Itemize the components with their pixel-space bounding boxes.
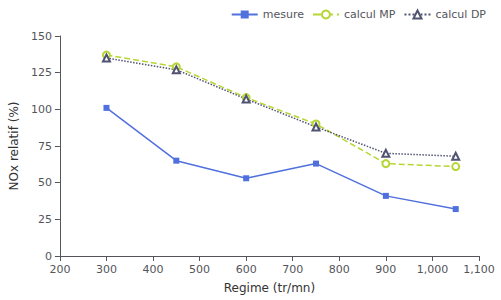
svg-text:800: 800 xyxy=(329,263,350,276)
svg-text:500: 500 xyxy=(189,263,210,276)
svg-text:Regime (tr/mn): Regime (tr/mn) xyxy=(224,281,315,295)
svg-text:1,100: 1,100 xyxy=(463,263,495,276)
svg-text:50: 50 xyxy=(38,176,52,189)
svg-text:75: 75 xyxy=(38,140,52,153)
svg-text:mesure: mesure xyxy=(263,8,304,21)
svg-text:calcul DP: calcul DP xyxy=(435,8,486,21)
svg-text:300: 300 xyxy=(96,263,117,276)
svg-text:100: 100 xyxy=(31,103,52,116)
svg-text:NOx relatif (%): NOx relatif (%) xyxy=(7,102,21,191)
svg-text:150: 150 xyxy=(31,30,52,43)
svg-text:125: 125 xyxy=(31,66,52,79)
svg-text:900: 900 xyxy=(375,263,396,276)
svg-text:400: 400 xyxy=(143,263,164,276)
svg-text:calcul MP: calcul MP xyxy=(344,8,396,21)
svg-text:600: 600 xyxy=(236,263,257,276)
svg-text:700: 700 xyxy=(282,263,303,276)
svg-text:0: 0 xyxy=(45,250,52,263)
svg-text:1,000: 1,000 xyxy=(417,263,449,276)
svg-text:200: 200 xyxy=(49,263,70,276)
svg-text:25: 25 xyxy=(38,213,52,226)
